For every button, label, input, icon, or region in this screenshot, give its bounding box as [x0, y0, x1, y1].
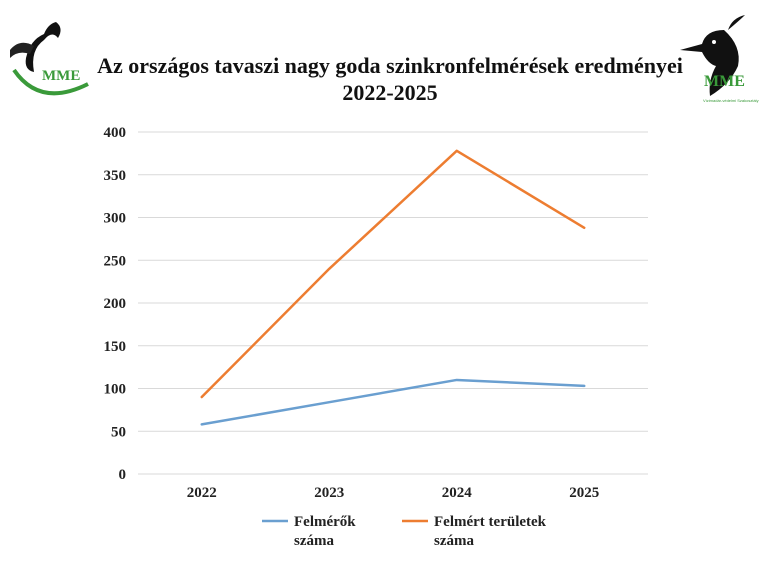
chart-title-line2: 2022-2025	[342, 80, 438, 105]
y-tick-label: 400	[104, 125, 127, 141]
legend-label-1: Felmérők száma	[294, 514, 356, 549]
x-tick-label: 2023	[314, 485, 344, 501]
y-tick-label: 150	[104, 339, 127, 355]
chart-title-line1: Az országos tavaszi nagy goda szinkronfe…	[97, 53, 683, 78]
y-tick-label: 50	[111, 424, 126, 440]
chart-title: Az országos tavaszi nagy goda szinkronfe…	[90, 52, 690, 106]
logo-swoosh	[12, 68, 89, 96]
x-axis-ticks: 2022 2023 2024 2025	[187, 485, 600, 501]
y-tick-label: 100	[104, 382, 127, 398]
lapwing-eye-icon	[712, 40, 716, 44]
legend-label-2: Felmért területek száma	[434, 514, 547, 549]
x-tick-label: 2025	[569, 485, 599, 501]
lapwing-icon	[680, 30, 739, 96]
series-lines	[200, 149, 586, 426]
x-tick-label: 2022	[187, 485, 217, 501]
mme-right-logo: MME Vízimadár-védelmi Szakosztály	[680, 15, 759, 103]
y-axis-ticks: 0 50 100 150 200 250 300 350 400	[104, 125, 127, 483]
series-line-2	[200, 149, 586, 399]
left-logo-text: MME	[42, 68, 80, 84]
x-tick-label: 2024	[442, 485, 473, 501]
y-tick-label: 200	[104, 296, 127, 312]
series-line-1	[200, 378, 586, 426]
gridlines	[138, 131, 648, 475]
bustard-wing-icon	[10, 42, 34, 58]
right-logo-text: MME	[704, 73, 745, 90]
y-tick-label: 250	[104, 253, 127, 269]
y-tick-label: 300	[104, 211, 127, 227]
mme-left-logo: MME	[10, 22, 89, 96]
lapwing-crest-icon	[728, 15, 745, 30]
legend: Felmérők száma Felmért területek száma	[262, 514, 547, 549]
y-tick-label: 350	[104, 168, 127, 184]
right-logo-subtext: Vízimadár-védelmi Szakosztály	[703, 98, 759, 103]
y-tick-label: 0	[119, 467, 127, 483]
